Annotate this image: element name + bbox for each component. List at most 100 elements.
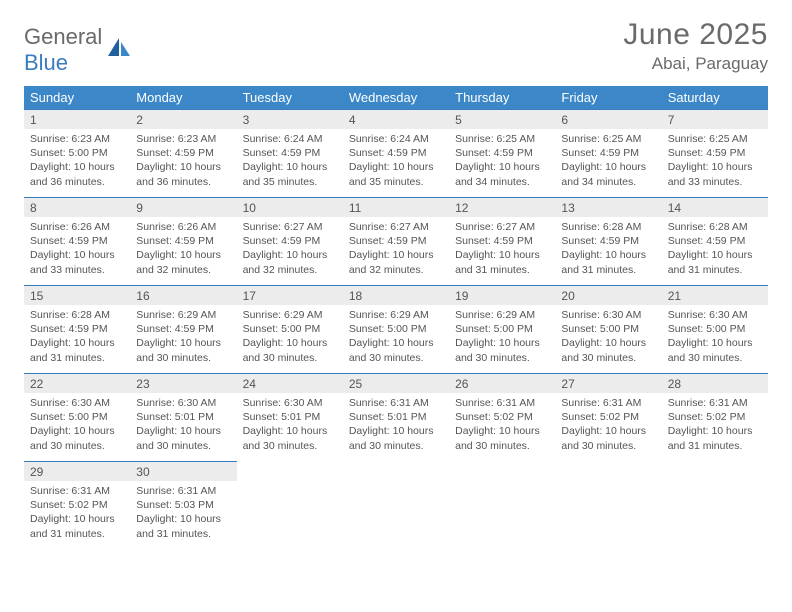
calendar-day-cell: 28Sunrise: 6:31 AMSunset: 5:02 PMDayligh… — [662, 373, 768, 461]
daylight-line: Daylight: 10 hours and 36 minutes. — [136, 160, 230, 188]
sunset-line: Sunset: 4:59 PM — [561, 146, 655, 160]
day-number: 22 — [24, 373, 130, 393]
day-number: 6 — [555, 109, 661, 129]
calendar-day-cell: 17Sunrise: 6:29 AMSunset: 5:00 PMDayligh… — [237, 285, 343, 373]
daylight-line: Daylight: 10 hours and 35 minutes. — [243, 160, 337, 188]
day-body: Sunrise: 6:30 AMSunset: 5:00 PMDaylight:… — [662, 305, 768, 371]
sunrise-line: Sunrise: 6:28 AM — [561, 220, 655, 234]
sunset-line: Sunset: 4:59 PM — [349, 146, 443, 160]
sunset-line: Sunset: 4:59 PM — [668, 146, 762, 160]
day-of-week-header: Wednesday — [343, 86, 449, 109]
sunrise-line: Sunrise: 6:29 AM — [455, 308, 549, 322]
calendar-day-cell: 15Sunrise: 6:28 AMSunset: 4:59 PMDayligh… — [24, 285, 130, 373]
daylight-line: Daylight: 10 hours and 35 minutes. — [349, 160, 443, 188]
calendar-day-cell — [343, 461, 449, 549]
day-body: Sunrise: 6:27 AMSunset: 4:59 PMDaylight:… — [449, 217, 555, 283]
sunrise-line: Sunrise: 6:23 AM — [30, 132, 124, 146]
calendar-table: SundayMondayTuesdayWednesdayThursdayFrid… — [24, 86, 768, 549]
sunrise-line: Sunrise: 6:24 AM — [243, 132, 337, 146]
calendar-day-cell: 25Sunrise: 6:31 AMSunset: 5:01 PMDayligh… — [343, 373, 449, 461]
day-body: Sunrise: 6:24 AMSunset: 4:59 PMDaylight:… — [237, 129, 343, 195]
calendar-day-cell: 6Sunrise: 6:25 AMSunset: 4:59 PMDaylight… — [555, 109, 661, 197]
day-body: Sunrise: 6:29 AMSunset: 5:00 PMDaylight:… — [449, 305, 555, 371]
day-body: Sunrise: 6:24 AMSunset: 4:59 PMDaylight:… — [343, 129, 449, 195]
sunset-line: Sunset: 5:01 PM — [349, 410, 443, 424]
day-number: 7 — [662, 109, 768, 129]
day-number: 10 — [237, 197, 343, 217]
sunset-line: Sunset: 4:59 PM — [349, 234, 443, 248]
day-body: Sunrise: 6:31 AMSunset: 5:02 PMDaylight:… — [449, 393, 555, 459]
daylight-line: Daylight: 10 hours and 30 minutes. — [455, 424, 549, 452]
day-number: 19 — [449, 285, 555, 305]
calendar-day-cell: 24Sunrise: 6:30 AMSunset: 5:01 PMDayligh… — [237, 373, 343, 461]
daylight-line: Daylight: 10 hours and 30 minutes. — [561, 336, 655, 364]
day-body: Sunrise: 6:30 AMSunset: 5:01 PMDaylight:… — [237, 393, 343, 459]
sunset-line: Sunset: 5:00 PM — [349, 322, 443, 336]
day-of-week-header: Sunday — [24, 86, 130, 109]
day-body: Sunrise: 6:31 AMSunset: 5:03 PMDaylight:… — [130, 481, 236, 547]
sunset-line: Sunset: 4:59 PM — [455, 234, 549, 248]
calendar-day-cell — [555, 461, 661, 549]
sunrise-line: Sunrise: 6:26 AM — [30, 220, 124, 234]
calendar-day-cell: 5Sunrise: 6:25 AMSunset: 4:59 PMDaylight… — [449, 109, 555, 197]
day-body: Sunrise: 6:30 AMSunset: 5:01 PMDaylight:… — [130, 393, 236, 459]
daylight-line: Daylight: 10 hours and 31 minutes. — [455, 248, 549, 276]
logo-word-2: Blue — [24, 50, 68, 75]
day-number: 1 — [24, 109, 130, 129]
daylight-line: Daylight: 10 hours and 31 minutes. — [30, 512, 124, 540]
day-body: Sunrise: 6:23 AMSunset: 4:59 PMDaylight:… — [130, 129, 236, 195]
header: General Blue June 2025 Abai, Paraguay — [24, 18, 768, 76]
calendar-day-cell: 22Sunrise: 6:30 AMSunset: 5:00 PMDayligh… — [24, 373, 130, 461]
daylight-line: Daylight: 10 hours and 31 minutes. — [668, 424, 762, 452]
sunset-line: Sunset: 5:02 PM — [30, 498, 124, 512]
day-number: 13 — [555, 197, 661, 217]
daylight-line: Daylight: 10 hours and 32 minutes. — [243, 248, 337, 276]
day-number: 5 — [449, 109, 555, 129]
daylight-line: Daylight: 10 hours and 33 minutes. — [668, 160, 762, 188]
logo: General Blue — [24, 24, 132, 76]
sunrise-line: Sunrise: 6:31 AM — [136, 484, 230, 498]
day-body: Sunrise: 6:29 AMSunset: 5:00 PMDaylight:… — [343, 305, 449, 371]
day-body: Sunrise: 6:30 AMSunset: 5:00 PMDaylight:… — [24, 393, 130, 459]
sunset-line: Sunset: 5:02 PM — [668, 410, 762, 424]
daylight-line: Daylight: 10 hours and 36 minutes. — [30, 160, 124, 188]
day-body: Sunrise: 6:25 AMSunset: 4:59 PMDaylight:… — [555, 129, 661, 195]
calendar-week-row: 8Sunrise: 6:26 AMSunset: 4:59 PMDaylight… — [24, 197, 768, 285]
calendar-day-cell: 27Sunrise: 6:31 AMSunset: 5:02 PMDayligh… — [555, 373, 661, 461]
calendar-day-cell: 16Sunrise: 6:29 AMSunset: 4:59 PMDayligh… — [130, 285, 236, 373]
sunrise-line: Sunrise: 6:31 AM — [455, 396, 549, 410]
sunrise-line: Sunrise: 6:31 AM — [668, 396, 762, 410]
day-number: 27 — [555, 373, 661, 393]
daylight-line: Daylight: 10 hours and 30 minutes. — [136, 336, 230, 364]
calendar-week-row: 15Sunrise: 6:28 AMSunset: 4:59 PMDayligh… — [24, 285, 768, 373]
sunrise-line: Sunrise: 6:25 AM — [668, 132, 762, 146]
sunset-line: Sunset: 4:59 PM — [455, 146, 549, 160]
day-number: 16 — [130, 285, 236, 305]
calendar-day-cell: 26Sunrise: 6:31 AMSunset: 5:02 PMDayligh… — [449, 373, 555, 461]
daylight-line: Daylight: 10 hours and 30 minutes. — [455, 336, 549, 364]
calendar-day-cell: 12Sunrise: 6:27 AMSunset: 4:59 PMDayligh… — [449, 197, 555, 285]
daylight-line: Daylight: 10 hours and 31 minutes. — [668, 248, 762, 276]
daylight-line: Daylight: 10 hours and 34 minutes. — [561, 160, 655, 188]
logo-word-1: General — [24, 24, 102, 49]
calendar-day-cell: 10Sunrise: 6:27 AMSunset: 4:59 PMDayligh… — [237, 197, 343, 285]
sunset-line: Sunset: 4:59 PM — [668, 234, 762, 248]
day-number: 3 — [237, 109, 343, 129]
sunset-line: Sunset: 4:59 PM — [561, 234, 655, 248]
day-body: Sunrise: 6:31 AMSunset: 5:01 PMDaylight:… — [343, 393, 449, 459]
calendar-day-cell: 2Sunrise: 6:23 AMSunset: 4:59 PMDaylight… — [130, 109, 236, 197]
calendar-day-cell: 11Sunrise: 6:27 AMSunset: 4:59 PMDayligh… — [343, 197, 449, 285]
calendar-day-cell — [449, 461, 555, 549]
sunrise-line: Sunrise: 6:30 AM — [136, 396, 230, 410]
sunrise-line: Sunrise: 6:30 AM — [668, 308, 762, 322]
sunrise-line: Sunrise: 6:29 AM — [243, 308, 337, 322]
daylight-line: Daylight: 10 hours and 30 minutes. — [561, 424, 655, 452]
calendar-day-cell: 14Sunrise: 6:28 AMSunset: 4:59 PMDayligh… — [662, 197, 768, 285]
day-number: 9 — [130, 197, 236, 217]
calendar-day-cell: 18Sunrise: 6:29 AMSunset: 5:00 PMDayligh… — [343, 285, 449, 373]
day-body: Sunrise: 6:28 AMSunset: 4:59 PMDaylight:… — [662, 217, 768, 283]
calendar-day-cell: 29Sunrise: 6:31 AMSunset: 5:02 PMDayligh… — [24, 461, 130, 549]
sail-icon — [106, 36, 132, 63]
sunrise-line: Sunrise: 6:25 AM — [561, 132, 655, 146]
day-body: Sunrise: 6:26 AMSunset: 4:59 PMDaylight:… — [24, 217, 130, 283]
